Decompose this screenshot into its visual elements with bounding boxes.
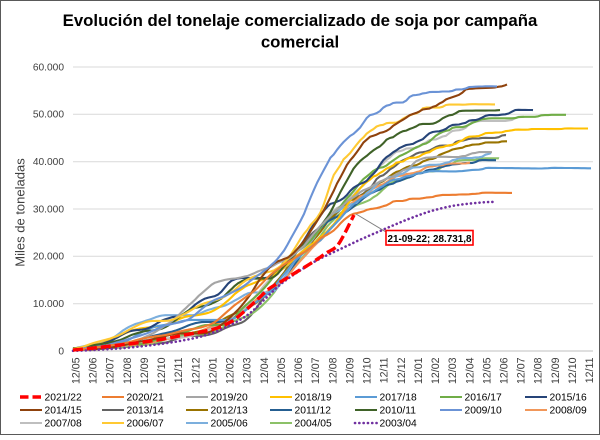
svg-text:2020/21: 2020/21 bbox=[127, 393, 164, 404]
svg-text:2018/19: 2018/19 bbox=[295, 393, 332, 404]
svg-text:12/01: 12/01 bbox=[208, 357, 220, 384]
svg-text:12/05: 12/05 bbox=[276, 357, 288, 384]
svg-text:20.000: 20.000 bbox=[33, 252, 64, 263]
svg-text:12/02: 12/02 bbox=[225, 357, 237, 384]
svg-text:21-09-22; 28.731,8: 21-09-22; 28.731,8 bbox=[387, 234, 472, 245]
svg-text:12/08: 12/08 bbox=[327, 357, 339, 384]
svg-text:12/10: 12/10 bbox=[156, 357, 168, 384]
svg-text:12/07: 12/07 bbox=[105, 357, 117, 384]
svg-text:2021/22: 2021/22 bbox=[45, 393, 82, 404]
svg-text:2005/06: 2005/06 bbox=[211, 419, 248, 430]
svg-text:40.000: 40.000 bbox=[33, 157, 64, 168]
svg-text:12/07: 12/07 bbox=[310, 357, 322, 384]
svg-text:2009/10: 2009/10 bbox=[465, 406, 502, 417]
svg-text:12/08: 12/08 bbox=[122, 357, 134, 384]
svg-text:12/04: 12/04 bbox=[464, 357, 476, 384]
svg-text:12/03: 12/03 bbox=[447, 357, 459, 384]
svg-text:12/07: 12/07 bbox=[516, 357, 528, 384]
svg-text:2014/15: 2014/15 bbox=[45, 406, 82, 417]
svg-text:Evolución del tonelaje comerci: Evolución del tonelaje comercializado de… bbox=[63, 11, 538, 30]
svg-text:2011/12: 2011/12 bbox=[295, 406, 332, 417]
svg-text:2008/09: 2008/09 bbox=[550, 406, 587, 417]
svg-text:12/08: 12/08 bbox=[533, 357, 545, 384]
svg-text:12/10: 12/10 bbox=[567, 357, 579, 384]
svg-text:12/11: 12/11 bbox=[584, 357, 596, 383]
svg-text:2004/05: 2004/05 bbox=[295, 419, 332, 430]
svg-text:12/02: 12/02 bbox=[430, 357, 442, 384]
svg-text:12/06: 12/06 bbox=[88, 357, 100, 384]
svg-text:12/11: 12/11 bbox=[173, 357, 185, 383]
svg-text:0: 0 bbox=[58, 346, 64, 357]
svg-text:12/06: 12/06 bbox=[499, 357, 511, 384]
svg-text:12/09: 12/09 bbox=[550, 357, 562, 384]
svg-text:12/11: 12/11 bbox=[379, 357, 391, 383]
svg-text:12/01: 12/01 bbox=[413, 357, 425, 384]
svg-text:30.000: 30.000 bbox=[33, 204, 64, 215]
svg-text:12/05: 12/05 bbox=[71, 357, 83, 384]
svg-text:12/03: 12/03 bbox=[242, 357, 254, 384]
svg-text:12/12: 12/12 bbox=[396, 357, 408, 384]
svg-text:2019/20: 2019/20 bbox=[211, 393, 248, 404]
svg-text:12/06: 12/06 bbox=[293, 357, 305, 384]
svg-text:12/04: 12/04 bbox=[259, 357, 271, 384]
svg-text:2010/11: 2010/11 bbox=[380, 406, 417, 417]
svg-text:2017/18: 2017/18 bbox=[380, 393, 417, 404]
svg-text:12/09: 12/09 bbox=[344, 357, 356, 384]
svg-text:2015/16: 2015/16 bbox=[550, 393, 587, 404]
svg-text:Miles de toneladas: Miles de toneladas bbox=[13, 158, 28, 267]
svg-text:50.000: 50.000 bbox=[33, 110, 64, 121]
svg-text:2013/14: 2013/14 bbox=[127, 406, 164, 417]
svg-text:2003/04: 2003/04 bbox=[380, 419, 417, 430]
svg-text:12/10: 12/10 bbox=[362, 357, 374, 384]
svg-text:60.000: 60.000 bbox=[33, 62, 64, 73]
svg-text:12/09: 12/09 bbox=[139, 357, 151, 384]
svg-text:10.000: 10.000 bbox=[33, 299, 64, 310]
svg-text:2006/07: 2006/07 bbox=[127, 419, 164, 430]
svg-text:12/12: 12/12 bbox=[190, 357, 202, 384]
svg-text:comercial: comercial bbox=[261, 33, 339, 52]
svg-text:12/05: 12/05 bbox=[481, 357, 493, 384]
svg-text:2007/08: 2007/08 bbox=[45, 419, 82, 430]
svg-text:2012/13: 2012/13 bbox=[211, 406, 248, 417]
svg-text:2016/17: 2016/17 bbox=[465, 393, 502, 404]
